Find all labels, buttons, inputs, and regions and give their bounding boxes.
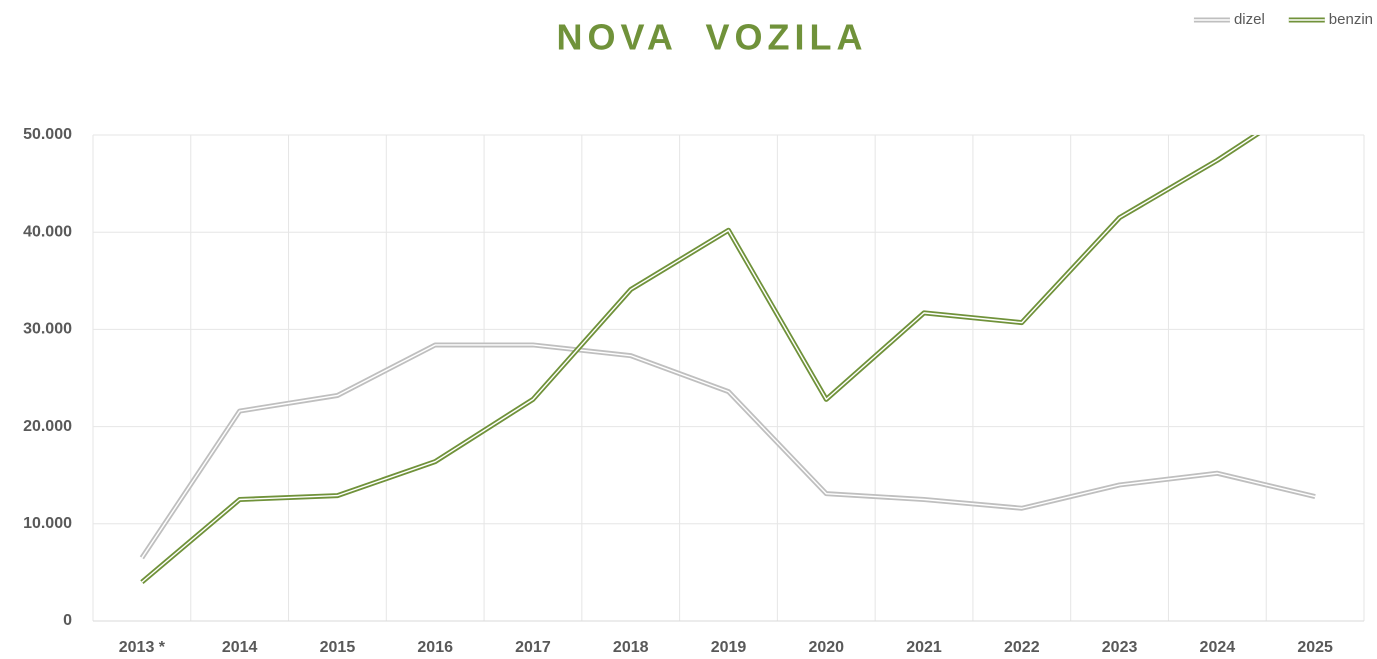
x-tick-label: 2022 [1004, 639, 1040, 656]
line-series [140, 135, 1261, 585]
x-tick-label: 2025 [1297, 639, 1333, 656]
y-tick-label: 20.000 [23, 418, 72, 435]
y-tick-label: 50.000 [23, 126, 72, 143]
y-tick-label: 30.000 [23, 321, 72, 338]
x-tick-label: 2024 [1200, 639, 1236, 656]
plot-area [139, 135, 1316, 585]
x-tick-label: 2017 [515, 639, 551, 656]
chart-title: NOVA VOZILA [557, 17, 868, 58]
x-tick-label: 2015 [320, 639, 356, 656]
line-inner [141, 344, 1316, 559]
x-tick-label: 2021 [906, 639, 942, 656]
line-series [139, 342, 1316, 560]
legend-label: dizel [1234, 11, 1265, 28]
x-tick-label: 2014 [222, 639, 258, 656]
x-tick-label: 2016 [417, 639, 453, 656]
x-tick-label: 2013 * [119, 639, 166, 656]
x-tick-label: 2019 [711, 639, 747, 656]
x-tick-label: 2020 [808, 639, 844, 656]
legend-label: benzin [1329, 11, 1373, 28]
y-tick-label: 40.000 [23, 223, 72, 240]
x-tick-label: 2018 [613, 639, 649, 656]
line-inner [141, 135, 1258, 583]
y-tick-label: 0 [63, 612, 72, 629]
y-tick-label: 10.000 [23, 515, 72, 532]
x-tick-label: 2023 [1102, 639, 1138, 656]
